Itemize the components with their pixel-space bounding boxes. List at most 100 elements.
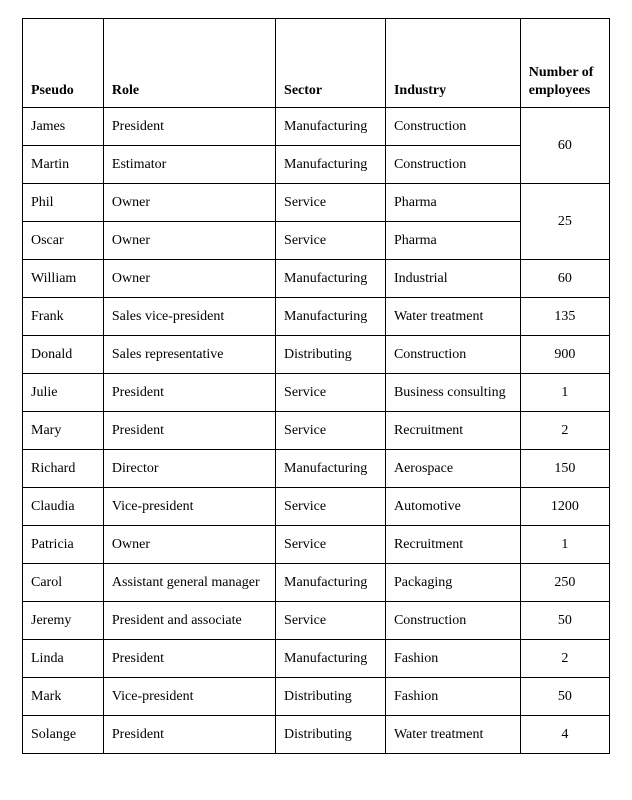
cell-industry: Construction xyxy=(385,108,520,146)
cell-pseudo: William xyxy=(23,260,104,298)
cell-sector: Manufacturing xyxy=(276,640,386,678)
cell-num: 250 xyxy=(520,564,609,602)
cell-pseudo: Mark xyxy=(23,678,104,716)
table-row: CarolAssistant general managerManufactur… xyxy=(23,564,610,602)
cell-num: 1200 xyxy=(520,488,609,526)
cell-role: Sales vice-president xyxy=(103,298,275,336)
cell-role: Owner xyxy=(103,260,275,298)
cell-sector: Service xyxy=(276,526,386,564)
cell-num: 4 xyxy=(520,716,609,754)
cell-industry: Automotive xyxy=(385,488,520,526)
cell-sector: Manufacturing xyxy=(276,564,386,602)
col-header-role: Role xyxy=(103,19,275,108)
table-row: ClaudiaVice-presidentServiceAutomotive12… xyxy=(23,488,610,526)
cell-role: Owner xyxy=(103,526,275,564)
table-row: JuliePresidentServiceBusiness consulting… xyxy=(23,374,610,412)
cell-role: Owner xyxy=(103,184,275,222)
cell-role: Sales representative xyxy=(103,336,275,374)
cell-sector: Service xyxy=(276,184,386,222)
cell-pseudo: Donald xyxy=(23,336,104,374)
cell-num: 25 xyxy=(520,184,609,260)
cell-num: 900 xyxy=(520,336,609,374)
cell-sector: Manufacturing xyxy=(276,450,386,488)
cell-role: President xyxy=(103,716,275,754)
table-row: PhilOwnerServicePharma25 xyxy=(23,184,610,222)
cell-role: Director xyxy=(103,450,275,488)
table-row: RichardDirectorManufacturingAerospace150 xyxy=(23,450,610,488)
cell-role: President xyxy=(103,374,275,412)
cell-role: Vice-president xyxy=(103,678,275,716)
cell-industry: Water treatment xyxy=(385,298,520,336)
table-row: FrankSales vice-presidentManufacturingWa… xyxy=(23,298,610,336)
cell-num: 60 xyxy=(520,260,609,298)
cell-num: 2 xyxy=(520,412,609,450)
cell-industry: Construction xyxy=(385,336,520,374)
cell-pseudo: Carol xyxy=(23,564,104,602)
cell-sector: Distributing xyxy=(276,678,386,716)
cell-num: 50 xyxy=(520,602,609,640)
cell-industry: Business consulting xyxy=(385,374,520,412)
cell-sector: Distributing xyxy=(276,716,386,754)
cell-industry: Aerospace xyxy=(385,450,520,488)
cell-sector: Service xyxy=(276,412,386,450)
cell-pseudo: Julie xyxy=(23,374,104,412)
cell-role: Vice-president xyxy=(103,488,275,526)
table-header-row: Pseudo Role Sector Industry Number of em… xyxy=(23,19,610,108)
cell-pseudo: Oscar xyxy=(23,222,104,260)
cell-sector: Manufacturing xyxy=(276,260,386,298)
table-header: Pseudo Role Sector Industry Number of em… xyxy=(23,19,610,108)
cell-industry: Recruitment xyxy=(385,526,520,564)
table-row: PatriciaOwnerServiceRecruitment1 xyxy=(23,526,610,564)
cell-role: Assistant general manager xyxy=(103,564,275,602)
employee-table: Pseudo Role Sector Industry Number of em… xyxy=(22,18,610,754)
cell-role: Owner xyxy=(103,222,275,260)
table-row: LindaPresidentManufacturingFashion2 xyxy=(23,640,610,678)
cell-industry: Pharma xyxy=(385,184,520,222)
cell-num: 50 xyxy=(520,678,609,716)
cell-industry: Water treatment xyxy=(385,716,520,754)
cell-sector: Service xyxy=(276,374,386,412)
cell-sector: Service xyxy=(276,602,386,640)
cell-sector: Manufacturing xyxy=(276,146,386,184)
cell-pseudo: Mary xyxy=(23,412,104,450)
cell-industry: Industrial xyxy=(385,260,520,298)
col-header-pseudo: Pseudo xyxy=(23,19,104,108)
cell-sector: Distributing xyxy=(276,336,386,374)
cell-sector: Manufacturing xyxy=(276,108,386,146)
cell-role: Estimator xyxy=(103,146,275,184)
col-header-sector: Sector xyxy=(276,19,386,108)
cell-role: President and associate xyxy=(103,602,275,640)
cell-num: 135 xyxy=(520,298,609,336)
cell-industry: Construction xyxy=(385,146,520,184)
cell-num: 150 xyxy=(520,450,609,488)
cell-pseudo: Claudia xyxy=(23,488,104,526)
cell-role: President xyxy=(103,412,275,450)
cell-pseudo: Solange xyxy=(23,716,104,754)
table-row: MarkVice-presidentDistributingFashion50 xyxy=(23,678,610,716)
cell-industry: Fashion xyxy=(385,640,520,678)
table-row: MaryPresidentServiceRecruitment2 xyxy=(23,412,610,450)
cell-pseudo: Phil xyxy=(23,184,104,222)
cell-sector: Service xyxy=(276,222,386,260)
table-row: JeremyPresident and associateServiceCons… xyxy=(23,602,610,640)
cell-num: 60 xyxy=(520,108,609,184)
cell-pseudo: Linda xyxy=(23,640,104,678)
table-row: WilliamOwnerManufacturingIndustrial60 xyxy=(23,260,610,298)
cell-industry: Construction xyxy=(385,602,520,640)
document-page: Pseudo Role Sector Industry Number of em… xyxy=(0,0,632,800)
cell-pseudo: Patricia xyxy=(23,526,104,564)
table-row: DonaldSales representativeDistributingCo… xyxy=(23,336,610,374)
col-header-num: Number of employees xyxy=(520,19,609,108)
cell-industry: Recruitment xyxy=(385,412,520,450)
cell-num: 2 xyxy=(520,640,609,678)
col-header-industry: Industry xyxy=(385,19,520,108)
cell-role: President xyxy=(103,640,275,678)
cell-pseudo: Jeremy xyxy=(23,602,104,640)
table-body: JamesPresidentManufacturingConstruction6… xyxy=(23,108,610,754)
cell-num: 1 xyxy=(520,526,609,564)
cell-pseudo: Frank xyxy=(23,298,104,336)
cell-industry: Packaging xyxy=(385,564,520,602)
cell-sector: Service xyxy=(276,488,386,526)
table-row: JamesPresidentManufacturingConstruction6… xyxy=(23,108,610,146)
cell-pseudo: James xyxy=(23,108,104,146)
